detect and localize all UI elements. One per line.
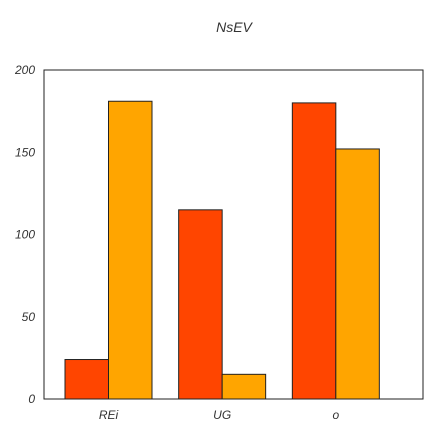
plot-frame (43, 69, 424, 400)
x-tick-label-o: o (332, 408, 339, 422)
y-tick-label: 200 (14, 63, 35, 77)
y-tick-label: 100 (15, 228, 35, 242)
bar-UG-series-1 (178, 209, 223, 400)
chart-title: NsEV (216, 19, 253, 35)
bar-REi-series-1 (64, 359, 109, 400)
x-tick-label-REi: REi (99, 408, 119, 422)
y-tick-label: 0 (28, 392, 35, 406)
bar-o-series-2 (335, 148, 380, 400)
x-tick-label-UG: UG (213, 408, 231, 422)
y-tick-label: 150 (15, 145, 35, 159)
bar-UG-series-2 (221, 373, 267, 400)
y-axis: 0 50 100 150 200 (14, 63, 35, 406)
y-tick-label: 50 (22, 310, 36, 324)
bar-o-series-1 (291, 102, 337, 400)
bars-group (64, 100, 380, 400)
x-axis: REi UG o (99, 408, 340, 422)
bar-REi-series-2 (108, 100, 153, 400)
